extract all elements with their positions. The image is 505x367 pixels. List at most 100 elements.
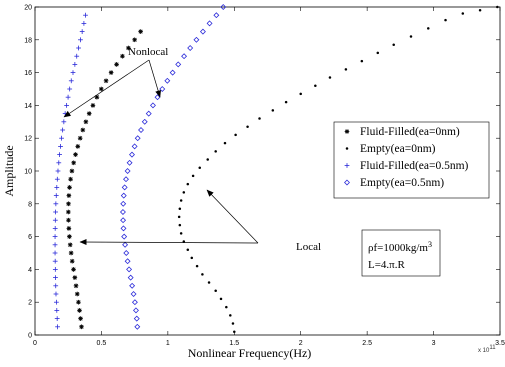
x-tick-label: 2.5 <box>362 340 372 347</box>
data-point <box>53 209 58 215</box>
data-point <box>134 135 141 142</box>
data-point <box>52 258 58 264</box>
data-point <box>66 193 72 198</box>
data-point <box>74 291 80 297</box>
data-point <box>233 330 236 333</box>
data-point <box>83 12 88 18</box>
data-point <box>123 176 129 183</box>
data-point <box>206 158 209 161</box>
data-point <box>169 69 176 76</box>
data-point <box>187 45 194 51</box>
data-point <box>53 283 59 289</box>
x-tick-label: 3.5 <box>495 340 505 347</box>
y-tick-label: 0 <box>28 333 32 340</box>
legend-entry-label: Empty(ea=0nm) <box>360 143 436 155</box>
data-point <box>129 282 136 289</box>
data-point <box>138 127 144 133</box>
data-point <box>178 207 182 210</box>
data-point <box>73 152 78 157</box>
x-multiplier-base: x 10 <box>478 348 490 354</box>
data-point <box>190 256 194 260</box>
data-point <box>120 53 125 59</box>
data-point <box>191 174 195 178</box>
data-point <box>461 12 465 15</box>
data-point <box>178 223 182 227</box>
legend: Fluid-Filled(ea=0nm) Empty(ea=0nm) Fluid-F… <box>333 121 490 199</box>
data-point <box>126 45 131 51</box>
data-point <box>258 117 261 120</box>
data-point <box>181 53 188 60</box>
data-point <box>225 305 228 309</box>
x-axis-label: Nonlinear Frequency(Hz) <box>188 346 312 360</box>
parameter-length: L=4.π.R <box>368 259 405 271</box>
parameter-density: ρf=1000kg/m3 <box>368 240 432 254</box>
legend-marker <box>345 147 349 150</box>
data-point <box>66 217 71 223</box>
data-point <box>120 217 127 224</box>
x-tick-label: 1 <box>166 340 170 347</box>
data-point <box>219 297 223 301</box>
x-axis-multiplier: x 1011 <box>478 345 496 354</box>
data-point <box>81 21 87 26</box>
x-tick-label: 2 <box>299 340 303 347</box>
data-point <box>68 250 74 256</box>
data-point <box>223 141 227 145</box>
data-point <box>55 168 61 174</box>
data-point <box>207 281 211 284</box>
data-point <box>52 267 58 272</box>
x-tick-label: 1.5 <box>229 340 239 347</box>
data-point <box>132 37 137 43</box>
data-point <box>72 62 78 67</box>
data-point <box>133 307 139 314</box>
y-tick-label: 6 <box>28 234 32 241</box>
data-point <box>68 78 74 84</box>
data-point <box>52 217 58 223</box>
data-point <box>131 299 138 306</box>
data-point <box>392 43 395 46</box>
data-point <box>69 258 75 264</box>
data-point <box>193 36 200 43</box>
data-point <box>77 308 82 313</box>
data-point <box>182 240 186 243</box>
x-tick-label: 0.5 <box>97 340 107 347</box>
data-point <box>114 62 119 67</box>
data-point <box>67 242 73 248</box>
data-point <box>66 201 71 207</box>
data-point <box>54 176 60 182</box>
data-point <box>73 283 79 289</box>
y-tick-label: 14 <box>24 103 32 110</box>
x-tick-label: 3 <box>432 340 436 347</box>
annotation-local: Local <box>296 241 321 253</box>
series-1 <box>66 29 143 330</box>
data-point <box>76 45 81 51</box>
data-point <box>67 86 73 92</box>
data-point <box>61 119 67 125</box>
data-point <box>54 316 60 321</box>
y-tick-label: 18 <box>24 37 32 44</box>
data-point <box>58 144 63 149</box>
data-point <box>66 226 72 231</box>
data-point <box>53 201 59 207</box>
parameter-box-frame <box>361 229 441 277</box>
data-point <box>299 92 302 96</box>
y-tick-label: 20 <box>24 5 32 12</box>
data-point <box>64 103 70 108</box>
legend-entry-label: Empty(ea=0.5nm) <box>360 177 444 189</box>
data-point <box>60 127 66 133</box>
data-point <box>69 168 75 174</box>
data-point <box>496 5 499 9</box>
data-point <box>98 86 104 92</box>
y-tick-label: 12 <box>24 136 32 143</box>
data-point <box>231 322 235 325</box>
parameter-box: ρf=1000kg/m3 L=4.π.R <box>361 229 441 277</box>
data-point <box>120 192 127 199</box>
data-point <box>120 200 127 207</box>
data-point <box>154 94 161 101</box>
legend-marker <box>344 179 350 186</box>
legend-entry-label: Fluid-Filled(ea=0.5nm) <box>360 160 469 172</box>
legend-frame <box>333 121 490 199</box>
data-point <box>138 29 143 34</box>
data-point <box>271 109 275 112</box>
data-point <box>314 84 317 87</box>
